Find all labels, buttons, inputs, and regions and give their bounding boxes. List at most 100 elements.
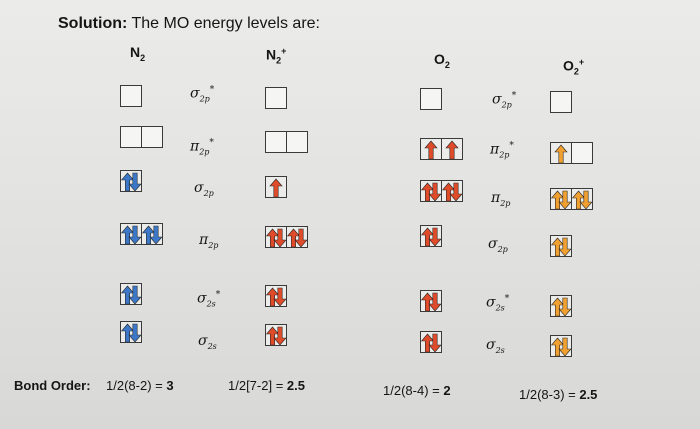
electron-up-arrow — [269, 178, 283, 197]
orbital-box — [420, 331, 442, 353]
heading-text: The MO energy levels are: — [131, 15, 320, 32]
electron-up-arrow — [445, 140, 459, 159]
orbital-box — [550, 335, 572, 357]
electron-up-arrow — [421, 227, 435, 246]
electron-down-arrow — [149, 225, 162, 244]
orbital-box — [265, 176, 287, 198]
orbital-box — [441, 180, 463, 202]
electron-down-arrow — [273, 326, 286, 345]
electron-arrows — [424, 140, 438, 159]
electron-arrows — [551, 237, 571, 256]
electron-arrows — [121, 86, 142, 107]
electron-arrows — [421, 333, 441, 352]
electron-arrows — [121, 323, 141, 342]
electron-arrows — [442, 182, 462, 201]
label-n2-sigma2s-star: σ2s* — [197, 290, 221, 309]
label-n2-pi2p-star: π2p* — [190, 138, 214, 157]
label-n2-sigma2p: σ2p — [194, 180, 214, 198]
electron-arrows — [266, 88, 287, 109]
electron-down-arrow — [579, 190, 592, 209]
electron-up-arrow — [424, 140, 438, 159]
electron-up-arrow — [421, 182, 435, 201]
orbital-box — [265, 87, 287, 109]
electron-up-arrow — [421, 333, 435, 352]
electron-up-arrow — [121, 323, 135, 342]
electron-arrows — [121, 225, 141, 244]
electron-up-arrow — [421, 292, 435, 311]
electron-arrows — [551, 92, 572, 113]
electron-up-arrow — [287, 228, 301, 247]
orbital-box — [441, 138, 463, 160]
electron-arrows — [572, 143, 593, 164]
electron-down-arrow — [558, 297, 571, 316]
orbital-box — [286, 226, 308, 248]
electron-up-arrow — [142, 225, 156, 244]
orbital-box — [120, 170, 142, 192]
electron-down-arrow — [558, 237, 571, 256]
orbital-box — [120, 126, 142, 148]
molecule-label-o2: O2 — [434, 51, 450, 70]
electron-arrows — [121, 172, 141, 191]
orbital-box — [265, 285, 287, 307]
orbital-box — [420, 180, 442, 202]
electron-arrows — [121, 285, 141, 304]
molecule-label-n2: N2 — [130, 44, 146, 63]
electron-arrows — [266, 132, 287, 153]
bond-order-o2: 1/2(8-4) = 2 — [383, 383, 451, 398]
electron-arrows — [551, 337, 571, 356]
label-o2-sigma2p: σ2p — [488, 236, 508, 254]
bond-order-n2-plus: 1/2[7-2] = 2.5 — [228, 378, 305, 393]
label-o2-pi2p-star: π2p* — [490, 141, 514, 160]
electron-up-arrow — [554, 144, 568, 163]
electron-arrows — [121, 127, 142, 148]
orbital-box — [120, 85, 142, 107]
orbital-box — [420, 138, 442, 160]
electron-down-arrow — [273, 228, 286, 247]
electron-up-arrow — [551, 190, 565, 209]
electron-arrows — [266, 228, 286, 247]
orbital-box — [420, 225, 442, 247]
electron-up-arrow — [266, 287, 280, 306]
orbital-box — [141, 223, 163, 245]
label-o2-sigma2s: σ2s — [486, 337, 505, 355]
label-o2-sigma2p-star: σ2p* — [492, 91, 517, 110]
orbital-box — [286, 131, 308, 153]
heading: Solution: The MO energy levels are: — [58, 15, 320, 33]
molecule-label-n2-plus: N2+ — [266, 46, 287, 66]
label-o2-pi2p: π2p — [491, 190, 511, 208]
electron-down-arrow — [558, 337, 571, 356]
bond-order-label: Bond Order: — [14, 378, 91, 393]
electron-down-arrow — [428, 333, 441, 352]
electron-down-arrow — [128, 225, 141, 244]
electron-up-arrow — [121, 285, 135, 304]
orbital-box — [571, 142, 593, 164]
electron-arrows — [269, 178, 283, 197]
label-n2-pi2p: π2p — [199, 232, 219, 250]
electron-arrows — [142, 225, 162, 244]
orbital-box — [420, 88, 442, 110]
orbital-box — [550, 188, 572, 210]
orbital-box — [420, 290, 442, 312]
electron-down-arrow — [428, 227, 441, 246]
electron-up-arrow — [442, 182, 456, 201]
electron-arrows — [421, 182, 441, 201]
orbital-box — [141, 126, 163, 148]
electron-arrows — [445, 140, 459, 159]
orbital-box — [265, 131, 287, 153]
electron-down-arrow — [294, 228, 307, 247]
electron-arrows — [551, 297, 571, 316]
electron-down-arrow — [273, 287, 286, 306]
electron-up-arrow — [551, 237, 565, 256]
orbital-box — [120, 283, 142, 305]
orbital-box — [550, 235, 572, 257]
electron-up-arrow — [121, 172, 135, 191]
orbital-box — [550, 295, 572, 317]
electron-arrows — [554, 144, 568, 163]
electron-down-arrow — [428, 182, 441, 201]
orbital-box — [571, 188, 593, 210]
electron-down-arrow — [449, 182, 462, 201]
orbital-box — [550, 142, 572, 164]
electron-arrows — [572, 190, 592, 209]
electron-down-arrow — [128, 172, 141, 191]
